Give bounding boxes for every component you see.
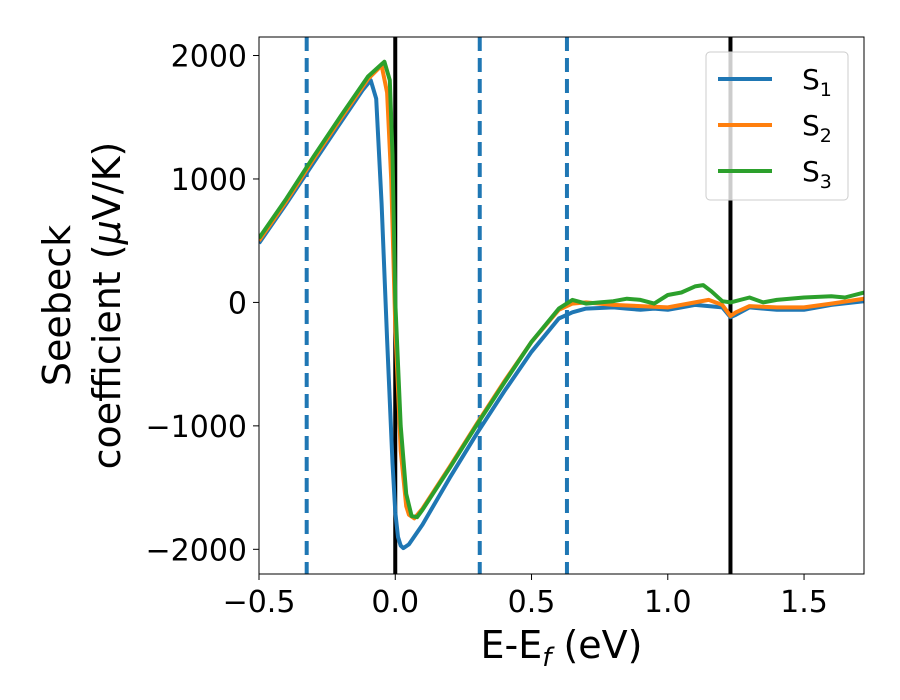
plot-area <box>259 37 864 574</box>
legend-label-sub: 2 <box>820 125 832 147</box>
legend-entry-s3: S3 <box>718 155 832 193</box>
x-tick-label: 1.0 <box>644 585 692 620</box>
y-axis-label-prefix: coefficient ( <box>85 244 129 469</box>
series-line-s3 <box>259 59 864 520</box>
legend-label-main: S <box>802 63 820 96</box>
legend-label-sub: 3 <box>820 171 832 193</box>
y-axis-ticks: −2000 −1000 0 1000 2000 <box>146 40 259 568</box>
x-tick-label: 0.5 <box>508 585 556 620</box>
legend-label-main: S <box>802 109 820 142</box>
plot-series-group <box>259 37 864 574</box>
legend-label: S3 <box>802 155 832 193</box>
legend-box <box>705 51 849 201</box>
y-tick-label: −1000 <box>146 410 247 445</box>
y-tick-label: 1000 <box>171 163 247 198</box>
x-tick-label: 0.0 <box>371 585 419 620</box>
x-tick-label: −0.5 <box>223 585 296 620</box>
legend-label: S1 <box>802 63 832 101</box>
y-axis-label: Seebeck coefficient (μV/K) <box>35 142 129 470</box>
legend-entry-s2: S2 <box>718 109 832 147</box>
legend-label: S2 <box>802 109 832 147</box>
plot-frame <box>258 36 865 575</box>
y-axis-label-line2: coefficient (μV/K) <box>85 142 129 470</box>
legend-label-sub: 1 <box>820 79 832 101</box>
x-axis-label-unit: (eV) <box>551 623 642 667</box>
legend-label-main: S <box>802 155 820 188</box>
y-axis-label-mu: μ <box>85 220 129 245</box>
x-tick-label: 1.5 <box>780 585 828 620</box>
legend-entry-s1: S1 <box>718 63 832 101</box>
y-tick-label: −2000 <box>146 533 247 568</box>
y-axis-label-suffix: V/K) <box>85 142 129 221</box>
y-tick-label: 2000 <box>171 40 247 75</box>
x-axis-label-main: E-E <box>481 623 543 667</box>
y-tick-label: 0 <box>228 286 247 321</box>
x-axis-label: E-Ef (eV) <box>481 623 643 673</box>
y-axis-label-line1: Seebeck <box>35 225 79 386</box>
x-axis-ticks: −0.5 0.0 0.5 1.0 1.5 <box>223 574 828 620</box>
